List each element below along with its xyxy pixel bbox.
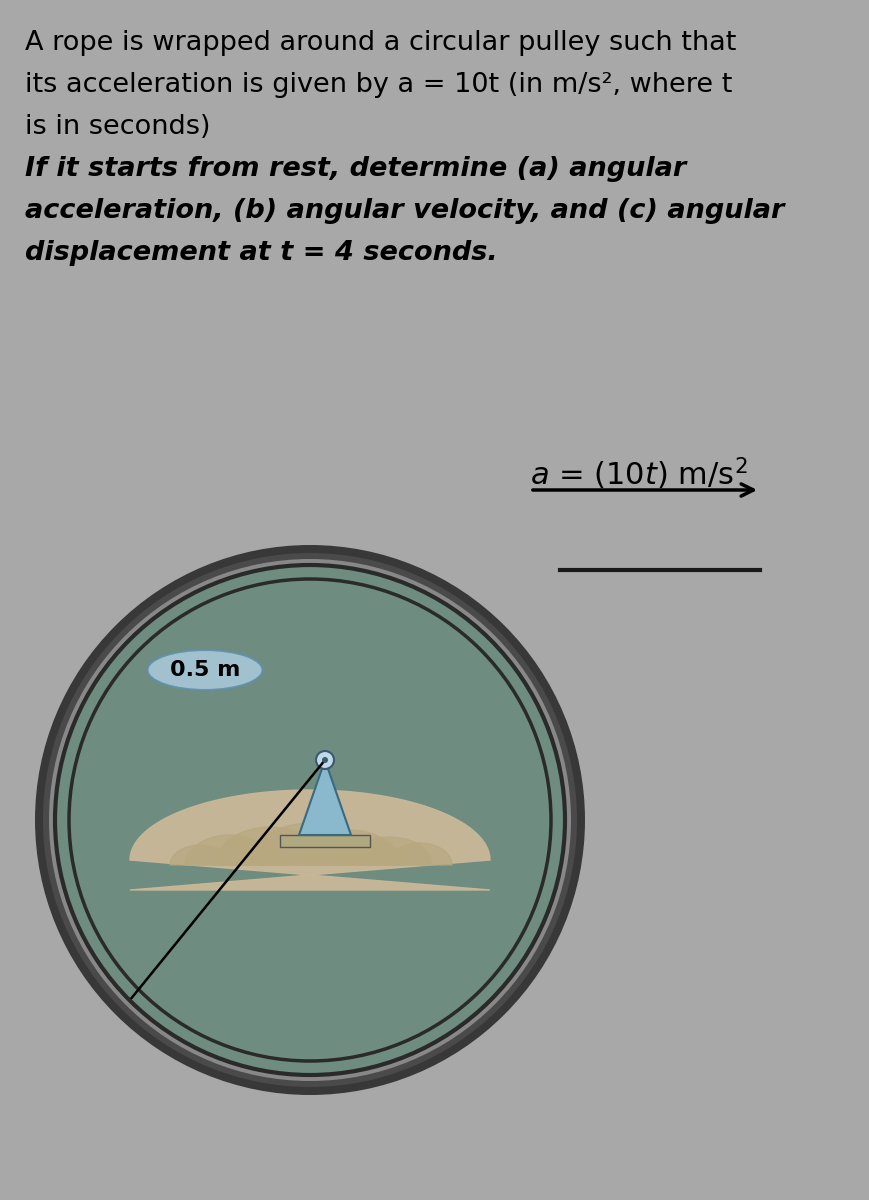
Text: displacement at t = 4 seconds.: displacement at t = 4 seconds. [25, 240, 498, 266]
Polygon shape [299, 760, 351, 835]
Circle shape [43, 553, 577, 1087]
Polygon shape [348, 838, 432, 865]
Circle shape [55, 565, 565, 1075]
Polygon shape [388, 844, 452, 865]
Circle shape [316, 751, 334, 769]
Text: $a$ = (10$t$) m/s$^2$: $a$ = (10$t$) m/s$^2$ [530, 455, 747, 492]
Text: its acceleration is given by a = 10t (in m/s², where t: its acceleration is given by a = 10t (in… [25, 72, 733, 98]
Circle shape [322, 757, 328, 763]
Bar [280, 835, 370, 847]
Circle shape [35, 545, 585, 1094]
Polygon shape [212, 840, 288, 865]
Polygon shape [170, 845, 230, 865]
Text: If it starts from rest, determine (a) angular: If it starts from rest, determine (a) an… [25, 156, 687, 182]
Polygon shape [300, 830, 400, 865]
Text: 0.5 m: 0.5 m [169, 660, 240, 680]
Polygon shape [130, 790, 490, 890]
Text: acceleration, (b) angular velocity, and (c) angular: acceleration, (b) angular velocity, and … [25, 198, 785, 224]
Circle shape [49, 559, 571, 1081]
Text: is in seconds): is in seconds) [25, 114, 210, 140]
Polygon shape [185, 835, 275, 865]
Polygon shape [334, 841, 406, 865]
Ellipse shape [148, 650, 262, 690]
Polygon shape [250, 823, 370, 865]
Text: A rope is wrapped around a circular pulley such that: A rope is wrapped around a circular pull… [25, 30, 736, 56]
Polygon shape [215, 827, 325, 865]
